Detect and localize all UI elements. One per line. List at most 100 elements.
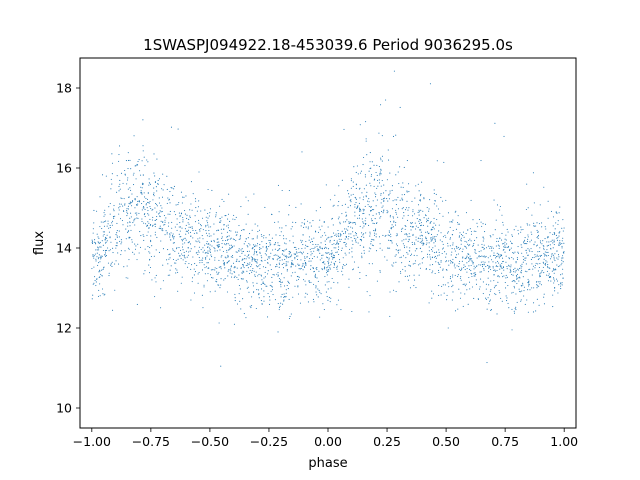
data-point [207,217,209,219]
data-point [407,279,409,281]
data-point [271,213,273,216]
data-point [189,215,191,217]
data-point [172,242,174,244]
data-point [521,269,523,271]
data-point [309,241,312,243]
data-point [102,221,104,223]
data-point [447,232,449,234]
data-point [558,242,560,244]
data-point [298,276,300,278]
data-point [431,272,433,274]
data-point [550,210,553,212]
data-point [116,245,118,247]
data-point [348,252,350,254]
data-point [358,202,360,205]
data-point [474,249,476,251]
data-point [300,241,302,243]
data-point [562,219,564,221]
data-point [345,235,348,237]
data-point [531,263,533,265]
data-point [450,280,452,282]
data-point [530,248,532,250]
data-point [162,230,164,232]
data-point [337,248,340,251]
data-point [552,254,555,256]
data-point [277,272,279,274]
data-point [555,211,557,213]
data-point [287,288,289,290]
data-point [486,362,488,364]
data-point [137,243,139,245]
data-point [203,249,205,251]
data-point [537,263,539,265]
data-point [121,220,123,222]
data-point [137,200,139,202]
data-point [417,240,419,242]
data-point [393,70,395,72]
data-point [239,236,241,238]
data-point [412,263,414,265]
data-point [207,252,209,254]
data-point [422,243,425,245]
data-point [294,256,296,259]
data-point [225,257,227,259]
data-point [228,269,230,271]
data-point [365,275,367,277]
data-point [415,248,417,250]
data-point [316,256,318,258]
data-point [407,209,409,211]
data-point [489,245,491,248]
data-point [328,259,330,261]
data-point [181,239,183,241]
data-point [191,264,193,266]
data-point [463,266,465,269]
data-point [368,224,370,227]
data-point [201,294,203,296]
data-point [100,273,102,275]
data-point [371,161,373,163]
data-point [561,245,563,247]
data-point [476,265,478,267]
data-point [218,245,220,247]
data-point [406,190,408,192]
data-point [352,222,354,224]
data-point [290,228,292,230]
data-point [274,241,277,244]
data-point [409,275,411,277]
data-point [199,230,201,232]
data-point [280,231,282,233]
data-point [326,252,328,254]
data-point [95,285,97,287]
data-point [218,229,220,231]
data-point [351,247,353,249]
data-point [111,224,113,226]
data-point [156,203,158,205]
data-point [385,190,387,192]
data-point [497,281,499,283]
data-point [244,240,246,242]
data-point [155,249,157,251]
data-point [214,259,216,261]
data-point [264,259,266,261]
data-point [103,266,105,268]
data-point [363,246,365,248]
data-point [363,156,365,159]
data-point [474,239,476,241]
data-point [209,274,212,276]
data-point [250,265,252,268]
data-point [338,259,341,261]
data-point [447,231,449,233]
data-point [228,260,230,262]
data-point [429,256,431,258]
data-point [310,281,312,283]
data-point [266,258,269,260]
data-point [301,240,303,242]
data-point [173,211,175,213]
data-point [539,276,541,278]
data-point [421,181,423,183]
data-point [559,243,561,245]
data-point [492,261,494,263]
data-point [100,257,102,259]
data-point [253,258,255,260]
data-point [200,228,202,230]
